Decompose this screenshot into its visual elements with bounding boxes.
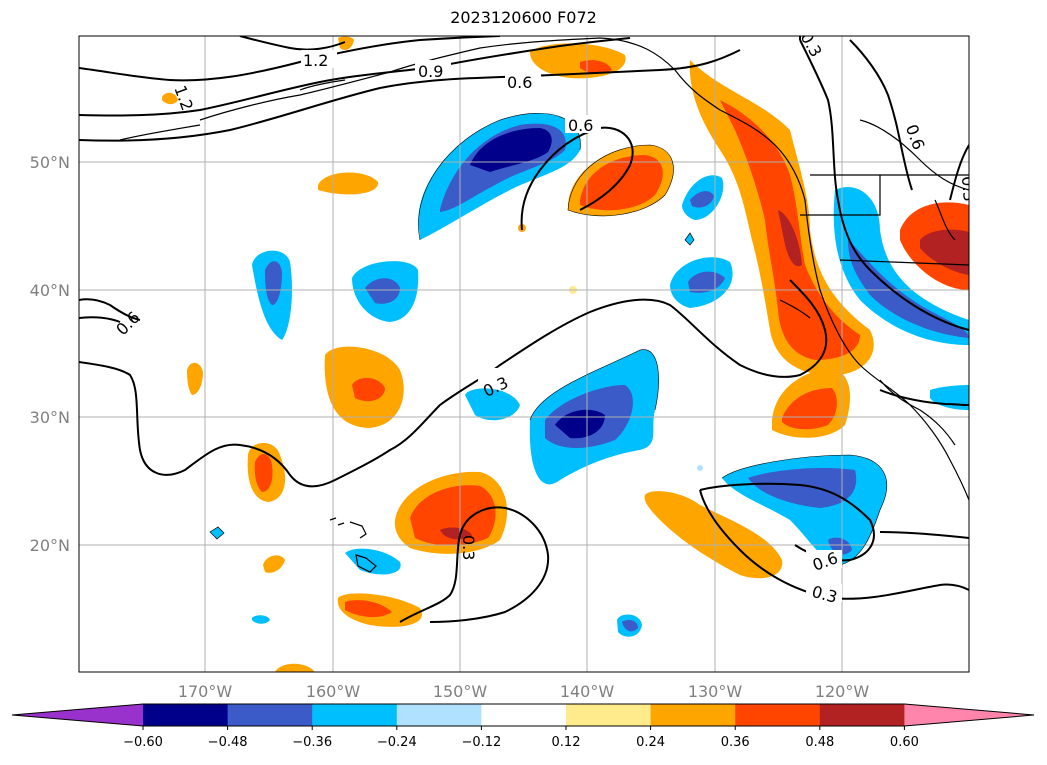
colorbar-tick-label: 0.24 xyxy=(636,735,665,750)
colorbar-segment xyxy=(650,704,736,726)
contour-label: 0.3 xyxy=(459,535,478,560)
colorbar-tick-label: −0.60 xyxy=(123,735,163,750)
contour-label: 0.6 xyxy=(507,73,532,92)
plot-title: 2023120600 F072 xyxy=(450,8,597,27)
contour-0.9 xyxy=(79,37,631,117)
colorbar-segment xyxy=(566,704,652,726)
contour-label: 0.3 xyxy=(797,29,826,61)
contour-lines xyxy=(79,36,969,623)
contour-label: 0.6 xyxy=(112,308,143,339)
colorbar-segment xyxy=(143,704,229,726)
lat-label-20n: 20°N xyxy=(30,536,70,555)
contour-label: 0.6 xyxy=(568,116,593,135)
colorbar-segment xyxy=(396,704,482,726)
colorbar-extend-max xyxy=(904,704,1034,726)
latitude-labels: 50°N 40°N 30°N 20°N xyxy=(30,153,70,555)
colorbar-tick-label: 0.36 xyxy=(721,735,750,750)
contour-1.2 xyxy=(79,36,501,82)
colorbar-segment xyxy=(481,704,567,726)
colorbar-segment xyxy=(819,704,905,726)
lon-label-160w: 160°W xyxy=(306,682,361,701)
colorbar-extend-min xyxy=(12,704,143,726)
lon-label-150w: 150°W xyxy=(433,682,488,701)
contour-label: 1.2 xyxy=(303,51,328,70)
colorbar-tick-label: −0.48 xyxy=(208,735,248,750)
colorbar-tick-label: 0.60 xyxy=(890,735,919,750)
contour-label: 0.6 xyxy=(902,122,929,152)
lat-label-50n: 50°N xyxy=(30,153,70,172)
contour-label-group: 1.2 0.9 0.6 0.6 1.2 0.6 0.3 0.3 0.6 0.3 … xyxy=(112,29,979,607)
colorbar-tick-label: −0.24 xyxy=(377,735,417,750)
colorbar-tick-label: 0.48 xyxy=(805,735,834,750)
map-frame xyxy=(78,35,970,673)
lon-label-130w: 130°W xyxy=(688,682,743,701)
lon-label-170w: 170°W xyxy=(178,682,233,701)
colorbar-tick-label: −0.36 xyxy=(292,735,332,750)
colorbar-tick-label: 0.12 xyxy=(552,735,581,750)
lat-label-30n: 30°N xyxy=(30,408,70,427)
lon-label-140w: 140°W xyxy=(560,682,615,701)
colorbar: −0.60 −0.48 −0.36 −0.24 −0.12 0.12 0.24 0.36 0.4… xyxy=(11,703,1035,750)
colorbar-segment xyxy=(735,704,821,726)
colorbar-segment xyxy=(312,704,398,726)
contour-label: 1.2 xyxy=(170,83,197,113)
graticule xyxy=(79,36,969,672)
contour-label: 0.3 xyxy=(958,175,979,202)
contour-0.3 xyxy=(79,279,828,488)
lon-label-120w: 120°W xyxy=(815,682,870,701)
contour-label: 0.9 xyxy=(418,62,443,81)
colorbar-segment xyxy=(227,704,313,726)
negative-anomaly-inland xyxy=(833,186,969,345)
lat-label-40n: 40°N xyxy=(30,281,70,300)
longitude-labels: 170°W 160°W 150°W 140°W 130°W 120°W xyxy=(178,682,870,701)
map-plot-area: 1.2 0.9 0.6 0.6 1.2 0.6 0.3 0.3 0.6 0.3 … xyxy=(79,29,979,672)
colorbar-tick-label: −0.12 xyxy=(461,735,501,750)
contour-0.6 xyxy=(79,49,741,142)
